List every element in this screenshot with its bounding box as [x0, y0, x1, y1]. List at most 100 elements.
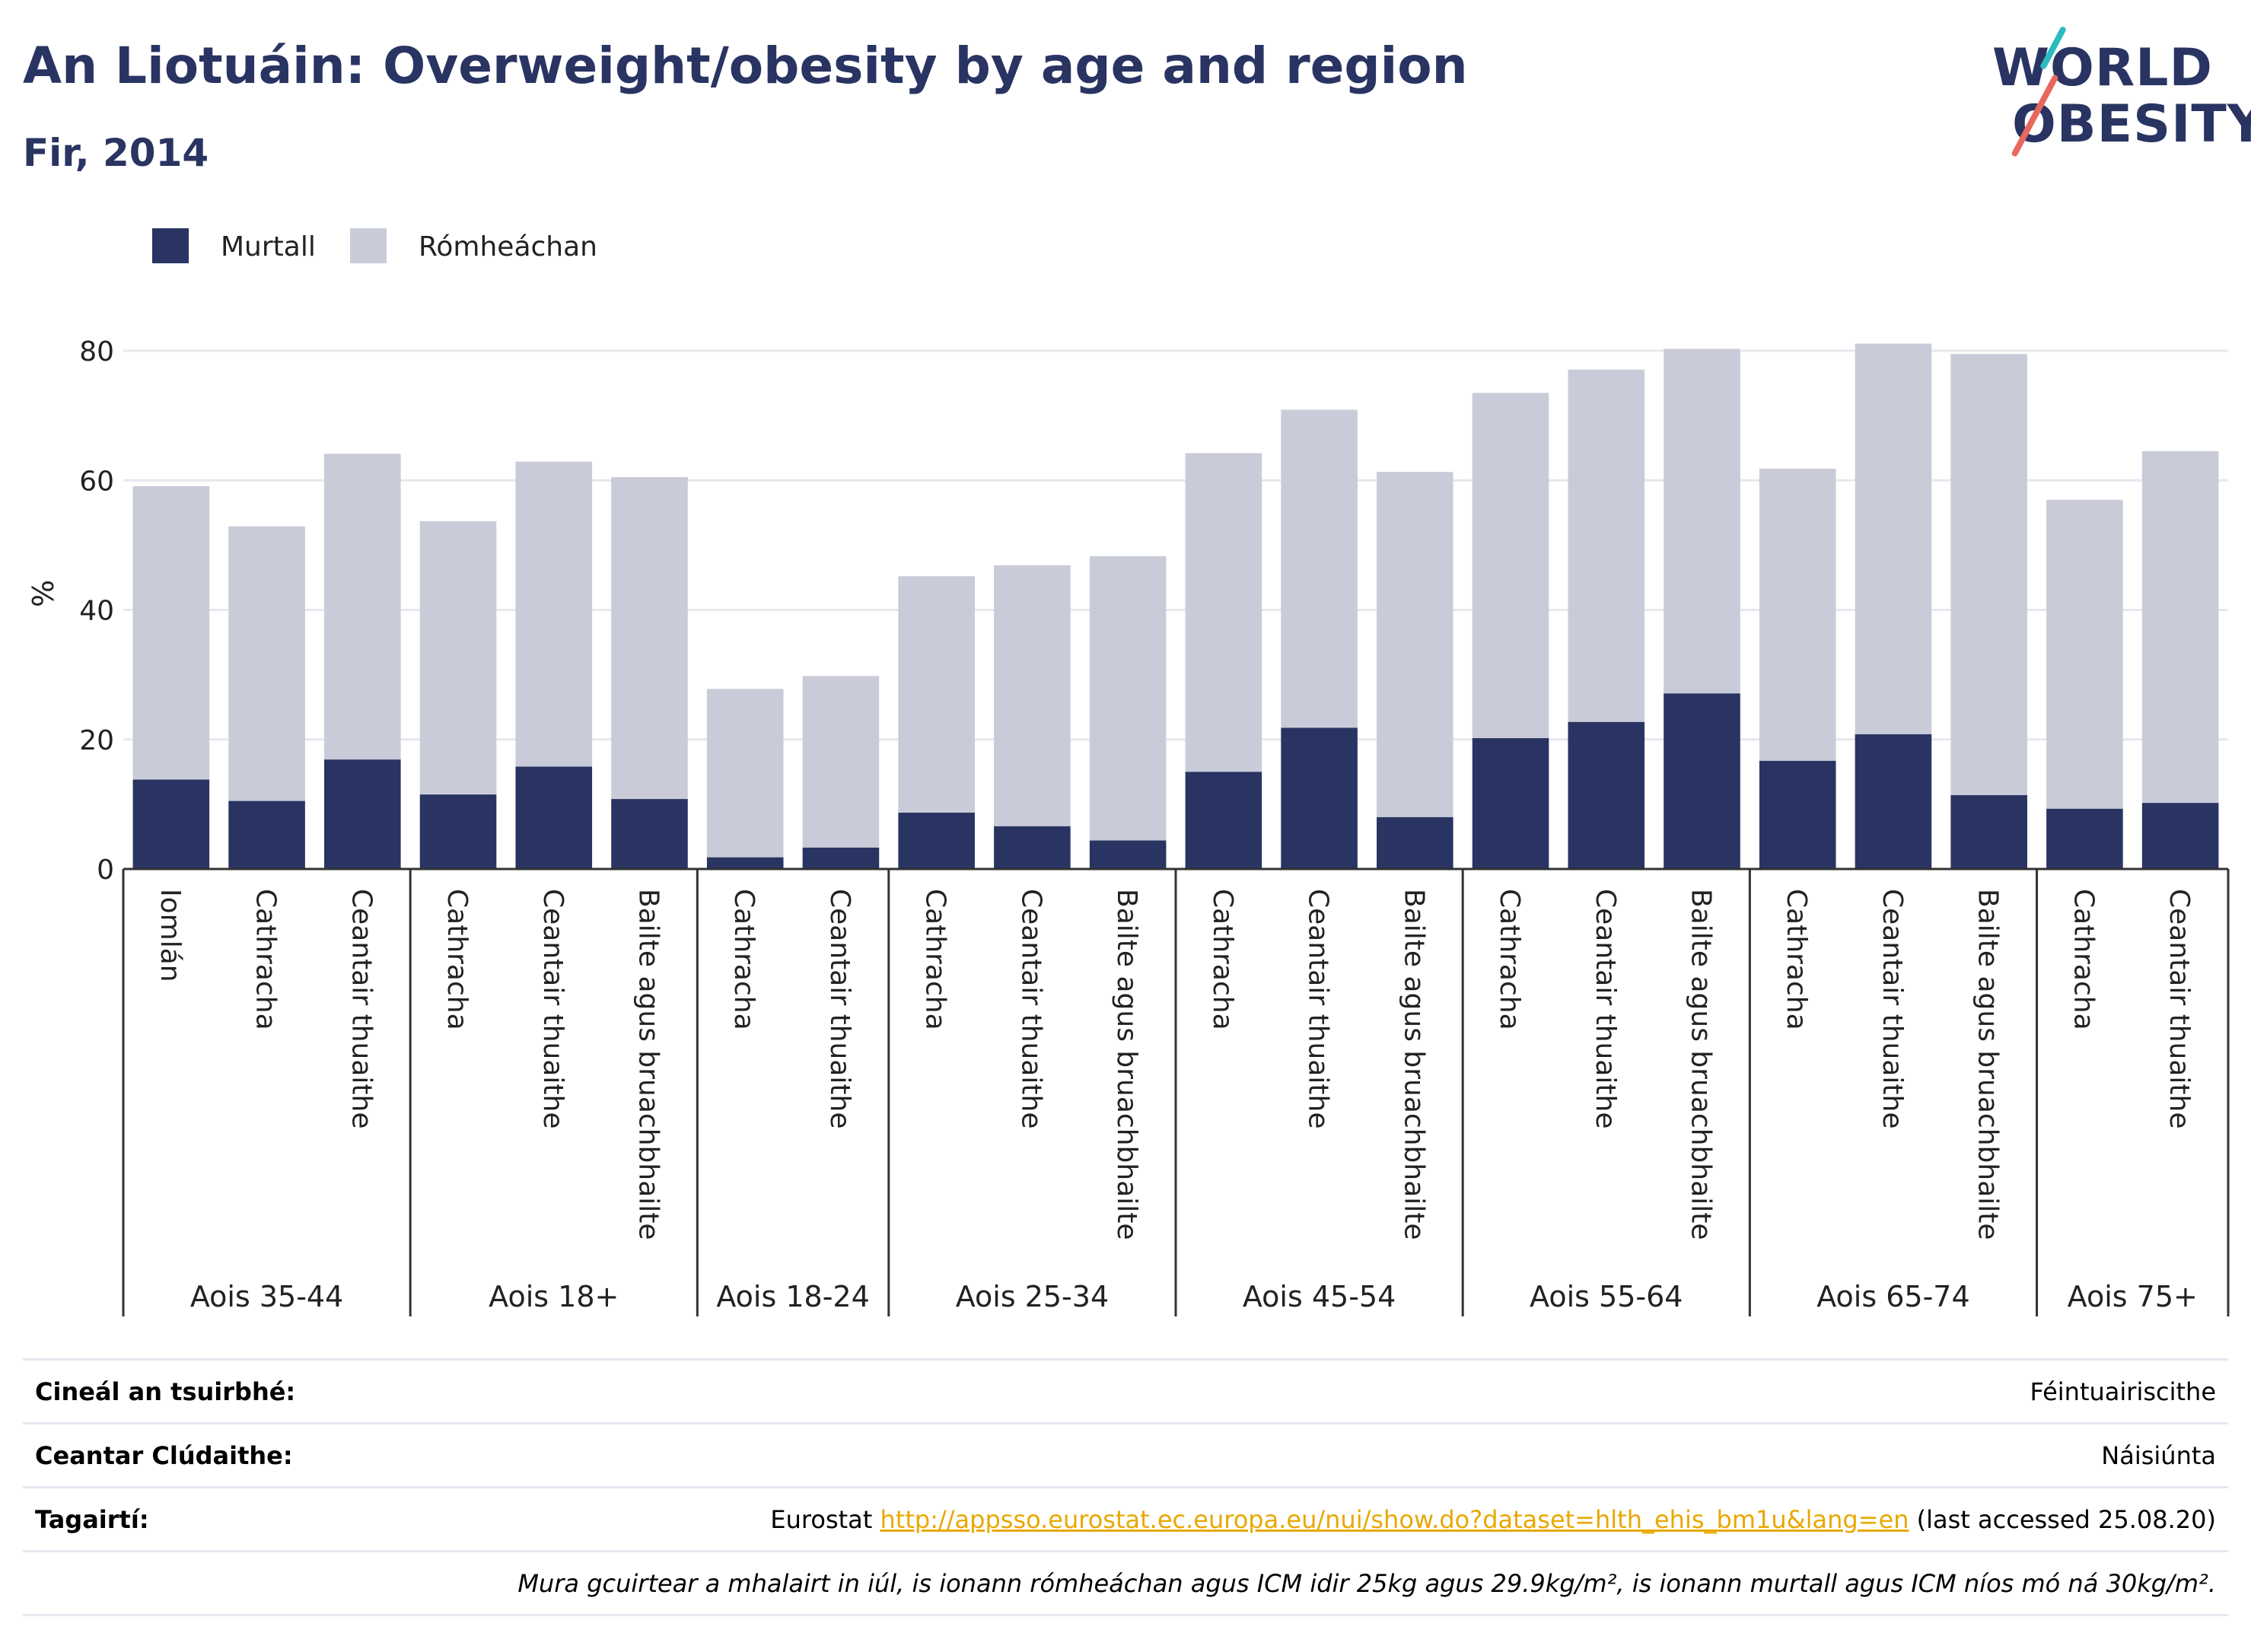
bar-romheachan	[706, 689, 784, 858]
bar-murtall	[515, 766, 593, 869]
bar-murtall	[1664, 693, 1740, 869]
bar-romheachan	[1281, 409, 1358, 728]
bar-murtall	[1950, 794, 2027, 869]
logo-word-obesity: OBESITY	[2012, 94, 2251, 154]
bar-murtall	[1185, 772, 1262, 869]
y-tick-label: 80	[79, 336, 114, 368]
chart-subtitle: Fir, 2014	[23, 131, 209, 175]
category-label: Ceantair thuaithe	[1303, 889, 1334, 1128]
legend-swatch-romheachan	[350, 228, 387, 263]
bar-murtall	[898, 812, 975, 869]
bar-romheachan	[1855, 343, 1932, 734]
y-tick-label: 0	[97, 855, 114, 886]
bar-murtall	[611, 799, 688, 869]
bar-romheachan	[1089, 555, 1167, 841]
bar-romheachan	[515, 461, 593, 767]
bar-romheachan	[2141, 450, 2219, 804]
bar-romheachan	[1950, 354, 2027, 795]
category-label: Bailte agus bruachbhailte	[1686, 889, 1717, 1240]
bar-murtall	[994, 826, 1071, 869]
y-tick-label: 20	[79, 725, 114, 756]
legend-swatch-murtall	[152, 228, 189, 263]
logo-word-world: WORLD	[1992, 38, 2213, 98]
category-label: Bailte agus bruachbhailte	[1972, 889, 2004, 1240]
bar-romheachan	[419, 520, 497, 795]
category-label: Iomlán	[154, 889, 186, 982]
bar-murtall	[324, 759, 401, 869]
category-label: Cathracha	[250, 889, 282, 1030]
bar-romheachan	[611, 476, 688, 800]
group-label: Aois 35-44	[190, 1280, 343, 1313]
area-covered-label: Ceantar Clúdaithe:	[35, 1441, 293, 1470]
bar-murtall	[1472, 738, 1549, 869]
bar-murtall	[132, 779, 210, 869]
bar-romheachan	[132, 485, 210, 780]
category-label: Bailte agus bruachbhailte	[1111, 889, 1142, 1240]
bar-murtall	[2141, 803, 2219, 869]
category-label: Ceantair thuaithe	[537, 889, 568, 1128]
category-label: Ceantair thuaithe	[1590, 889, 1621, 1128]
bar-romheachan	[1472, 393, 1549, 739]
world-obesity-logo: WORLD OBESITY	[1977, 23, 2251, 160]
bar-romheachan	[1568, 369, 1645, 722]
category-label: Ceantair thuaithe	[824, 889, 855, 1128]
category-label: Cathracha	[1781, 889, 1812, 1030]
bar-murtall	[2046, 808, 2123, 869]
category-label: Bailte agus bruachbhailte	[633, 889, 664, 1240]
bar-murtall	[1759, 760, 1836, 869]
bar-murtall	[419, 794, 497, 869]
stacked-bar-chart: Murtall Rómheáchan 0 20 40 60 80% Iomlán Cathrac…	[27, 228, 2230, 1316]
bar-romheachan	[1185, 453, 1262, 772]
info-row-survey-type: Cineál an tsuirbhé: Féintuairiscithe	[23, 1358, 2228, 1422]
bar-murtall	[1089, 840, 1167, 869]
group-label: Aois 65-74	[1816, 1280, 1969, 1313]
y-tick-label: 40	[79, 596, 114, 627]
info-row-note: Mura gcuirtear a mhalairt in iúl, is ion…	[23, 1550, 2228, 1616]
info-row-area-covered: Ceantar Clúdaithe: Náisiúnta	[23, 1422, 2228, 1486]
references-link[interactable]: http://appsso.eurostat.ec.europa.eu/nui/…	[880, 1505, 1909, 1534]
bar-romheachan	[228, 526, 305, 801]
bar-murtall	[1281, 727, 1358, 869]
y-axis-label: %	[27, 580, 60, 607]
category-label: Bailte agus bruachbhailte	[1398, 889, 1429, 1240]
legend-label-romheachan: Rómheáchan	[419, 231, 597, 263]
category-label: Ceantair thuaithe	[1877, 889, 1908, 1128]
category-label: Cathracha	[920, 889, 951, 1030]
category-label: Cathracha	[728, 889, 759, 1030]
bar-murtall	[802, 847, 880, 869]
bar-romheachan	[324, 454, 401, 760]
bar-murtall	[228, 801, 305, 869]
group-label: Aois 25-34	[956, 1280, 1109, 1313]
bar-murtall	[706, 857, 784, 869]
group-label: Aois 75+	[2068, 1280, 2198, 1313]
definition-note: Mura gcuirtear a mhalairt in iúl, is ion…	[517, 1569, 2216, 1598]
category-label: Cathracha	[1494, 889, 1525, 1030]
info-row-references: Tagairtí: Eurostat http://appsso.eurosta…	[23, 1486, 2228, 1550]
group-label: Aois 18+	[489, 1280, 619, 1313]
bar-romheachan	[1759, 468, 1836, 761]
bar-murtall	[1568, 721, 1645, 869]
group-label: Aois 18-24	[716, 1280, 869, 1313]
references-prefix: Eurostat	[770, 1505, 880, 1534]
chart-title: An Liotuáin: Overweight/obesity by age a…	[23, 37, 1468, 95]
bar-romheachan	[1377, 472, 1453, 817]
bar-romheachan	[898, 576, 975, 813]
area-covered-value: Náisiúnta	[2101, 1441, 2216, 1470]
bar-romheachan	[2046, 499, 2123, 809]
bar-murtall	[1377, 816, 1453, 869]
category-label: Cathracha	[441, 889, 473, 1030]
category-label: Cathracha	[2068, 889, 2099, 1030]
references-label: Tagairtí:	[35, 1505, 149, 1534]
bar-murtall	[1855, 734, 1932, 869]
bar-romheachan	[1664, 349, 1740, 694]
survey-type-label: Cineál an tsuirbhé:	[35, 1377, 296, 1406]
bar-romheachan	[802, 676, 880, 848]
legend-label-murtall: Murtall	[221, 231, 316, 263]
survey-type-value: Féintuairiscithe	[2030, 1377, 2216, 1406]
references-value: Eurostat http://appsso.eurostat.ec.europ…	[770, 1505, 2216, 1534]
category-label: Ceantair thuaithe	[1015, 889, 1046, 1128]
group-label: Aois 45-54	[1243, 1280, 1396, 1313]
category-label: Ceantair thuaithe	[2163, 889, 2195, 1128]
references-suffix: (last accessed 25.08.20)	[1909, 1505, 2216, 1534]
bar-romheachan	[994, 565, 1071, 826]
